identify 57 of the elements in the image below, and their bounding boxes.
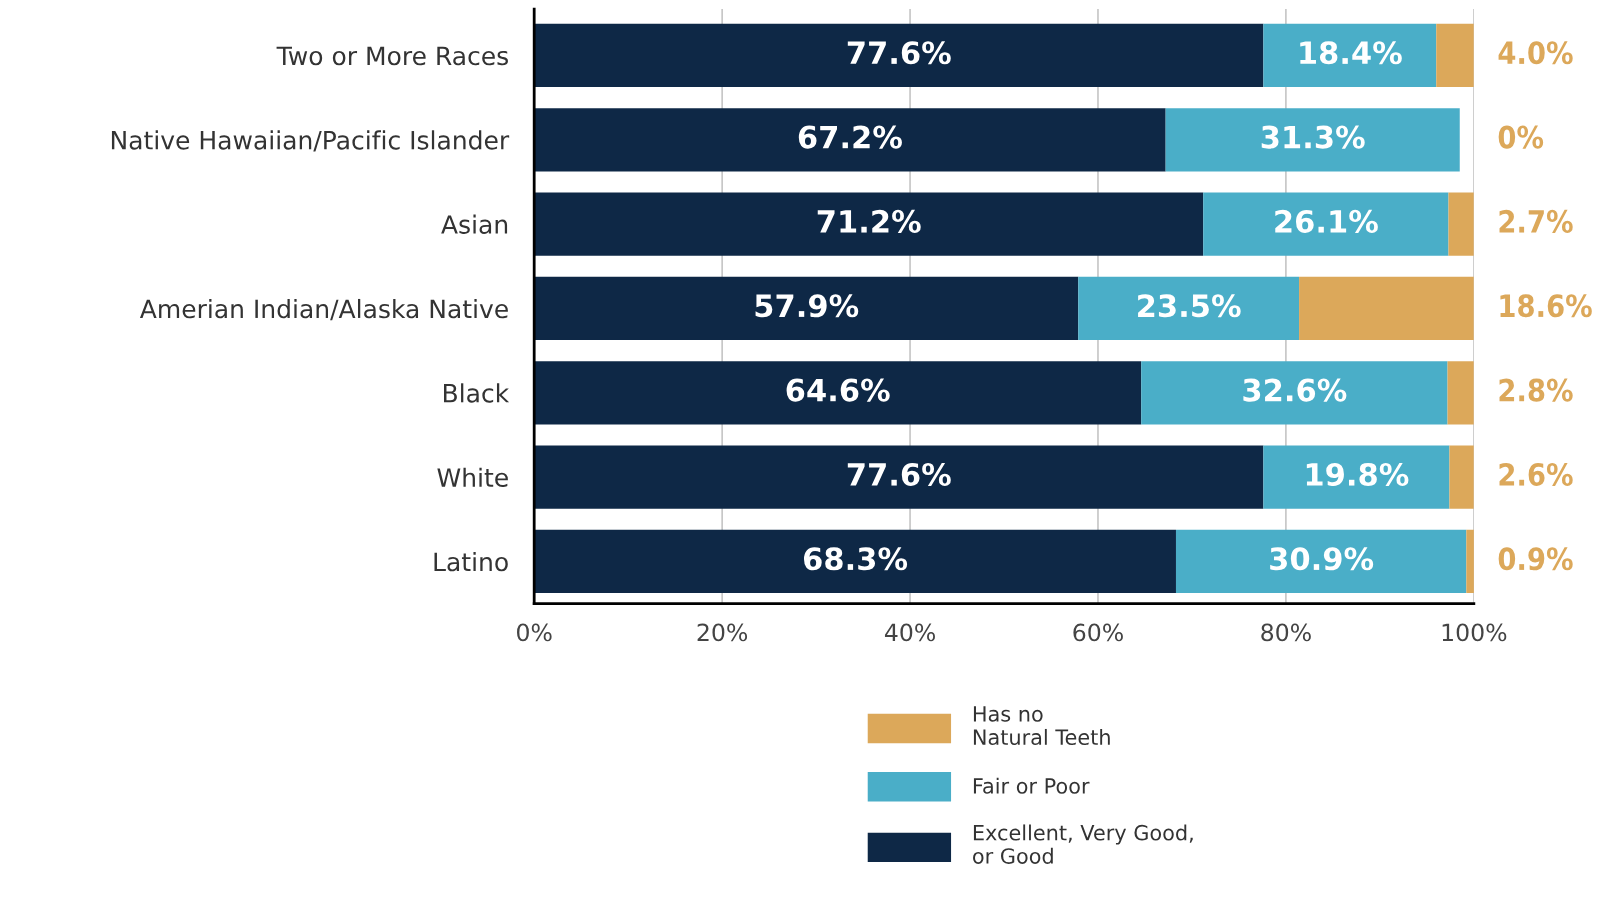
x-tick-label: 80% bbox=[1261, 623, 1311, 642]
bar bbox=[1203, 192, 1449, 256]
data-label: 18.4% bbox=[1300, 41, 1402, 65]
bar bbox=[1141, 361, 1448, 425]
data-label: 71.2% bbox=[817, 209, 921, 233]
data-label: 77.6% bbox=[847, 462, 951, 486]
data-label: 68.3% bbox=[803, 547, 908, 571]
bar bbox=[1263, 23, 1437, 88]
y-tick-label: Two or More Races bbox=[276, 46, 508, 66]
data-label: 31.3% bbox=[1261, 125, 1365, 149]
data-label: 0% bbox=[1498, 125, 1544, 149]
bar bbox=[1466, 529, 1474, 594]
y-tick-label: Amerian Indian/Alaska Native bbox=[139, 298, 508, 321]
bar bbox=[1448, 192, 1474, 256]
bar bbox=[1175, 529, 1467, 594]
data-label: 64.6% bbox=[786, 378, 890, 402]
bar bbox=[1449, 445, 1474, 509]
y-tick-label: Native Hawaiian/Pacific Islander bbox=[111, 130, 510, 152]
x-tick-label: 40% bbox=[884, 623, 935, 642]
data-label: 23.5% bbox=[1138, 294, 1241, 318]
data-label: 67.2% bbox=[798, 125, 902, 149]
data-label: 77.6% bbox=[847, 41, 951, 65]
y-tick-label: Latino bbox=[434, 551, 508, 572]
data-label: 2.6% bbox=[1499, 462, 1573, 486]
bar bbox=[1165, 108, 1460, 172]
bar bbox=[1299, 276, 1474, 341]
legend-label: Has no Natural Teeth bbox=[973, 706, 1110, 746]
bar bbox=[1436, 23, 1474, 88]
data-label: 19.8% bbox=[1306, 462, 1409, 486]
bar bbox=[1078, 276, 1300, 341]
x-tick-label: 0% bbox=[517, 623, 552, 642]
bar bbox=[534, 23, 1264, 88]
bar bbox=[534, 108, 1166, 172]
y-tick-label: Black bbox=[444, 383, 510, 403]
legend-label: Fair or Poor bbox=[973, 777, 1090, 794]
bar bbox=[534, 276, 1079, 341]
bar bbox=[534, 192, 1204, 256]
y-tick-label: Asian bbox=[441, 214, 508, 234]
data-label: 26.1% bbox=[1275, 209, 1378, 233]
bar bbox=[534, 529, 1176, 594]
y-tick-label: White bbox=[437, 467, 508, 487]
bar bbox=[534, 361, 1142, 425]
legend-label: Excellent, Very Good, or Good bbox=[973, 824, 1193, 864]
x-tick-label: 20% bbox=[697, 623, 748, 642]
bar bbox=[534, 445, 1264, 509]
data-label: 30.9% bbox=[1270, 547, 1374, 571]
bar bbox=[1263, 445, 1450, 509]
data-label: 57.9% bbox=[755, 294, 859, 318]
x-tick-label: 100% bbox=[1442, 623, 1507, 642]
data-label: 0.9% bbox=[1498, 547, 1573, 571]
data-label: 2.8% bbox=[1499, 378, 1573, 402]
bar bbox=[1447, 361, 1474, 425]
data-label: 32.6% bbox=[1243, 378, 1347, 402]
data-label: 2.7% bbox=[1499, 209, 1573, 233]
data-label: 4.0% bbox=[1498, 41, 1573, 65]
x-tick-label: 60% bbox=[1073, 623, 1123, 642]
data-label: 18.6% bbox=[1500, 294, 1592, 318]
